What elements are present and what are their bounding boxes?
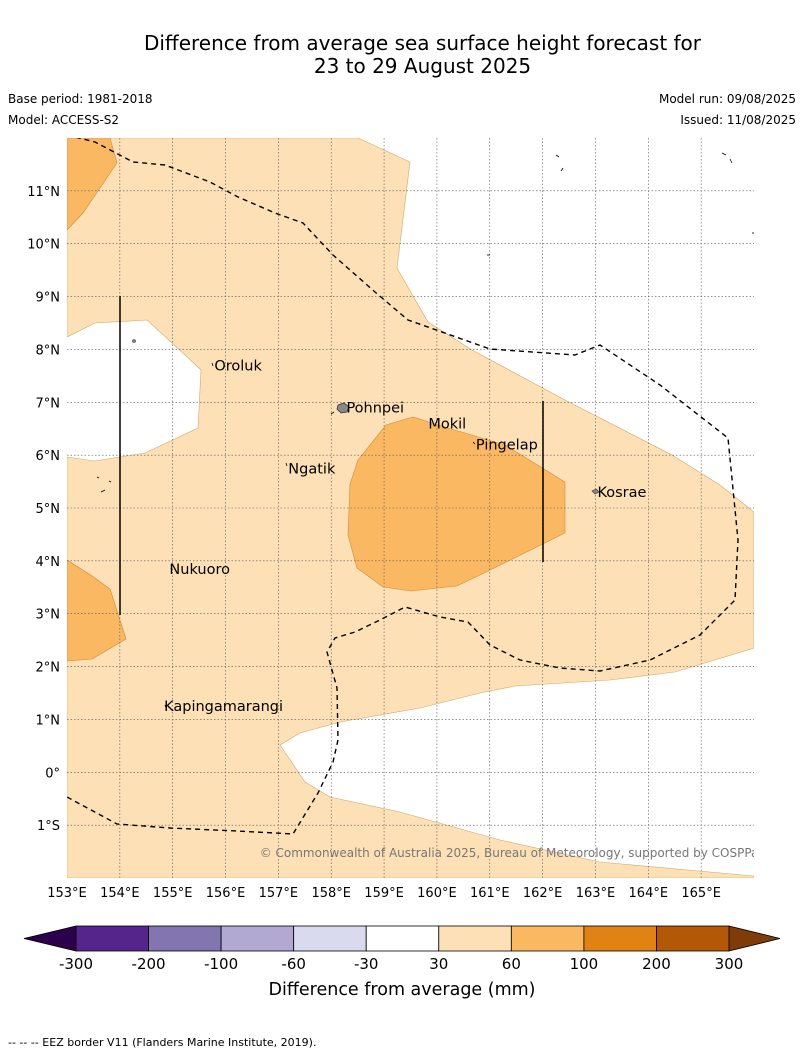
colorbar-tick-label: -100 (204, 955, 238, 973)
atoll-marker (472, 441, 476, 445)
map-area: Oroluk Pohnpei Mokil Pingelap Ngatik Kosrae Nu… (67, 138, 765, 878)
colorbar-label: Difference from average (mm) (268, 980, 535, 1000)
lon-tick-label: 165°E (681, 886, 721, 901)
title-line-2: 23 to 29 August 2025 (313, 54, 532, 78)
colorbar-segment (148, 925, 222, 952)
lat-tick-label: 1°S (37, 819, 60, 834)
lat-tick-label: 0° (45, 766, 60, 781)
colorbar: -300 -200 -100 -60 -30 30 60 100 200 300 (23, 925, 781, 973)
anomaly-band-60-100-southwest (67, 559, 127, 662)
copyright-text: © Commonwealth of Australia 2025, Bureau… (260, 846, 765, 860)
lat-tick-label: 3°N (36, 608, 61, 623)
anomaly-band-60-100-central (347, 416, 566, 592)
colorbar-segment (365, 925, 440, 952)
lon-tick-label: 157°E (259, 886, 299, 901)
pohnpei-island (336, 402, 350, 414)
model-run: Model run: 09/08/2025 (658, 92, 796, 106)
colorbar-tick-label: 30 (429, 955, 448, 973)
colorbar-tick-label: 200 (642, 955, 671, 973)
lat-tick-label: 8°N (36, 343, 61, 358)
colorbar-tick-label: -300 (59, 955, 93, 973)
colorbar-segment (438, 925, 512, 952)
atoll-marker (721, 152, 727, 156)
graticule (67, 138, 754, 878)
map-title: Difference from average sea surface heig… (0, 32, 804, 78)
lat-tick-label: 1°N (36, 713, 61, 728)
model-name: Model: ACCESS-S2 (8, 113, 120, 127)
issued-date: Issued: 11/08/2025 (680, 113, 796, 127)
colorbar-segment (220, 925, 295, 952)
lon-tick-label: 156°E (206, 886, 246, 901)
atoll-marker (170, 567, 173, 572)
lon-tick-label: 155°E (153, 886, 193, 901)
atoll-marker (330, 411, 335, 415)
colorbar-extend-low (23, 925, 77, 952)
colorbar-extend-high (728, 925, 781, 952)
atoll-marker (560, 167, 564, 172)
lon-tick-label: 163°E (576, 886, 616, 901)
lon-tick-label: 160°E (417, 886, 457, 901)
lon-tick-label: 161°E (470, 886, 510, 901)
colorbar-segment (510, 925, 585, 952)
atoll-marker (555, 154, 560, 158)
atoll-marker (285, 462, 288, 467)
place-label-mokil: Mokil (428, 416, 466, 432)
lon-tick-label: 164°E (629, 886, 669, 901)
lat-tick-label: 2°N (36, 661, 61, 676)
base-period: Base period: 1981-2018 (8, 92, 153, 106)
place-label-pohnpei: Pohnpei (346, 401, 404, 417)
place-label-kapingamarangi: Kapingamarangi (164, 699, 283, 715)
lon-tick-label: 162°E (523, 886, 563, 901)
place-labels: Oroluk Pohnpei Mokil Pingelap Ngatik Kosrae Nu… (164, 358, 646, 715)
reef-marker (132, 339, 136, 343)
lat-tick-label: 7°N (36, 396, 61, 411)
lon-tick-label: 159°E (364, 886, 404, 901)
place-label-oroluk: Oroluk (214, 358, 262, 374)
lat-tick-label: 4°N (36, 555, 61, 570)
lat-tick-label: 10°N (27, 238, 60, 253)
atoll-marker (164, 704, 167, 709)
lat-tick-label: 9°N (36, 291, 61, 306)
anomaly-band-60-100-northwest (67, 138, 118, 231)
lat-tick-label: 6°N (36, 449, 61, 464)
atoll-marker (211, 362, 214, 367)
atoll-marker (100, 489, 106, 493)
axis-labels: 153°E 154°E 155°E 156°E 157°E 158°E 159°E 160°E… (27, 185, 721, 901)
place-label-ngatik: Ngatik (288, 461, 336, 477)
place-label-nukuoro: Nukuoro (169, 562, 230, 578)
colorbar-tick-label: 100 (570, 955, 599, 973)
lon-tick-label: 158°E (311, 886, 351, 901)
atoll-marker (729, 158, 733, 164)
eez-footnote: -- -- -- EEZ border V11 (Flanders Marine… (8, 1036, 317, 1049)
lat-tick-label: 11°N (27, 185, 60, 200)
title-line-1: Difference from average sea surface heig… (143, 31, 702, 55)
lon-tick-label: 154°E (100, 886, 140, 901)
colorbar-tick-label: -30 (354, 955, 379, 973)
eez-border (67, 138, 739, 835)
atoll-marker (96, 476, 100, 479)
kosrae-island (591, 488, 600, 495)
lon-tick-label: 153°E (47, 886, 87, 901)
colorbar-tick-label: 300 (715, 955, 744, 973)
lat-tick-label: 5°N (36, 502, 61, 517)
place-label-kosrae: Kosrae (597, 485, 646, 501)
colorbar-segment (293, 925, 367, 952)
place-label-pingelap: Pingelap (476, 438, 538, 454)
colorbar-tick-label: -60 (281, 955, 306, 973)
colorbar-segment (656, 925, 730, 952)
colorbar-segment (75, 925, 149, 952)
colorbar-tick-label: 60 (502, 955, 521, 973)
colorbar-tick-label: -200 (132, 955, 166, 973)
colorbar-segment (583, 925, 657, 952)
atoll-marker (108, 480, 112, 483)
